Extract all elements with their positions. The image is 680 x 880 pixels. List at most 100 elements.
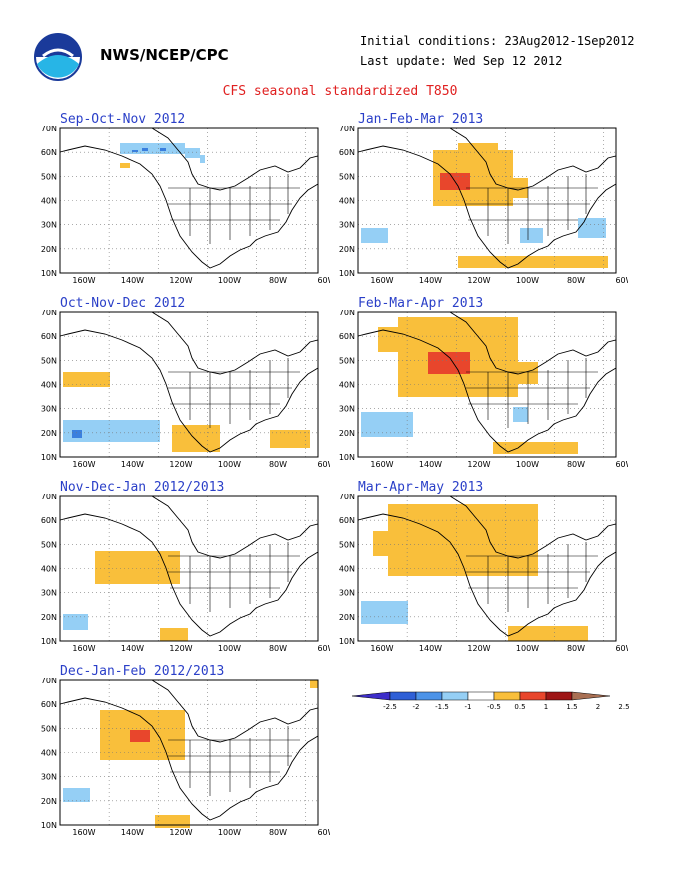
state-borders	[466, 542, 598, 612]
lon-label: 120W	[169, 828, 192, 837]
lon-label: 100W	[218, 644, 241, 653]
anomaly-cell	[361, 228, 388, 243]
lat-label: 10N	[41, 269, 57, 278]
state-borders	[466, 358, 598, 428]
panel-title: Mar-Apr-May 2013	[358, 480, 484, 495]
anomaly-cell	[63, 614, 88, 630]
lon-label: 160W	[72, 644, 95, 653]
lat-label: 70N	[41, 678, 57, 685]
panel-title: Sep-Oct-Nov 2012	[60, 112, 186, 127]
lat-label: 40N	[41, 749, 57, 758]
lat-label: 40N	[339, 565, 355, 574]
lon-label: 80W	[269, 828, 287, 837]
legend-label: -1	[465, 703, 472, 711]
legend-swatch	[415, 691, 443, 701]
lat-label: 70N	[339, 494, 355, 501]
anomaly-cell	[120, 143, 185, 154]
anomaly-cell	[388, 504, 538, 576]
panel-title: Dec-Jan-Feb 2012/2013	[60, 664, 225, 679]
lon-label: 100W	[516, 644, 539, 653]
lon-label: 60W	[317, 460, 330, 469]
lat-label: 10N	[339, 453, 355, 462]
panel-title: Oct-Nov-Dec 2012	[60, 296, 186, 311]
lon-label: 60W	[615, 460, 628, 469]
lat-label: 40N	[339, 197, 355, 206]
lon-label: 100W	[218, 828, 241, 837]
lat-label: 70N	[339, 310, 355, 317]
lat-label: 60N	[41, 516, 57, 525]
lon-label: 120W	[467, 276, 490, 285]
map-panel: 70N 60N 50N 40N 30N 20N 10N 160W 140W 120W 100W 80W…	[41, 494, 330, 653]
lat-label: 60N	[41, 700, 57, 709]
legend-swatch	[493, 691, 521, 701]
coastline	[59, 679, 319, 821]
lat-label: 60N	[339, 332, 355, 341]
anomaly-cell	[361, 412, 413, 437]
lat-label: 60N	[339, 516, 355, 525]
anomaly-cell	[120, 163, 130, 168]
lat-label: 60N	[41, 148, 57, 157]
lon-label: 100W	[218, 460, 241, 469]
legend-label: -1.5	[435, 703, 449, 711]
legend-label: -2.5	[383, 703, 397, 711]
lat-label: 40N	[41, 381, 57, 390]
anomaly-cell	[373, 531, 408, 556]
initial-conditions: Initial conditions: 23Aug2012-1Sep2012	[360, 34, 635, 48]
anomaly-cell	[63, 788, 90, 802]
lat-label: 10N	[41, 453, 57, 462]
lat-label: 50N	[41, 724, 57, 733]
lon-label: 140W	[121, 460, 144, 469]
lon-label: 160W	[72, 276, 95, 285]
anomaly-cell	[63, 372, 110, 387]
lon-label: 160W	[370, 276, 393, 285]
lon-label: 160W	[370, 644, 393, 653]
map-panel: 70N 60N 50N 40N 30N 20N 10N 160W 140W 120W 100W 80W…	[41, 310, 330, 469]
state-borders	[168, 358, 300, 428]
legend-swatch	[467, 691, 495, 701]
lat-label: 10N	[41, 821, 57, 830]
lat-label: 20N	[339, 429, 355, 438]
lon-label: 140W	[419, 460, 442, 469]
lon-label: 140W	[121, 276, 144, 285]
lat-label: 20N	[41, 245, 57, 254]
map-panel: 70N 60N 50N 40N 30N 20N 10N 160W 140W 120W 100W 80W…	[339, 310, 628, 469]
lon-label: 60W	[615, 644, 628, 653]
lon-label: 120W	[467, 460, 490, 469]
lon-label: 140W	[121, 828, 144, 837]
lat-label: 60N	[339, 148, 355, 157]
lat-label: 70N	[41, 126, 57, 133]
legend-label: 2	[596, 703, 600, 711]
legend-swatch	[519, 691, 547, 701]
anomaly-cell	[361, 601, 408, 624]
legend-swatch	[389, 691, 417, 701]
legend-swatch	[571, 691, 611, 701]
coastline	[59, 311, 319, 453]
page-title: CFS seasonal standardized T850	[222, 84, 458, 99]
anomaly-cell	[578, 218, 606, 238]
lon-label: 80W	[567, 460, 585, 469]
anomaly-cell	[270, 430, 310, 448]
map-panel: 70N 60N 50N 40N 30N 20N 10N 160W 140W 120W 100W 80W…	[41, 126, 330, 285]
anomaly-cell	[95, 551, 180, 584]
lon-label: 60W	[317, 644, 330, 653]
lon-label: 120W	[467, 644, 490, 653]
lon-label: 120W	[169, 276, 192, 285]
anomaly-cell	[132, 150, 138, 152]
lat-label: 50N	[41, 540, 57, 549]
legend-swatch	[545, 691, 573, 701]
legend-label: 1.5	[566, 703, 577, 711]
anomaly-cell	[520, 228, 543, 243]
lon-label: 80W	[567, 276, 585, 285]
lat-label: 20N	[41, 797, 57, 806]
anomaly-cell	[172, 425, 220, 452]
lat-label: 40N	[41, 565, 57, 574]
anomaly-cell	[310, 680, 318, 688]
panel-title: Feb-Mar-Apr 2013	[358, 296, 484, 311]
lat-label: 30N	[339, 589, 355, 598]
anomaly-cell	[155, 815, 190, 828]
coastline	[357, 311, 617, 453]
map-panel: 70N 60N 50N 40N 30N 20N 10N 160W 140W 120W 100W 80W…	[339, 494, 628, 653]
coastline	[357, 495, 617, 637]
lon-label: 160W	[370, 460, 393, 469]
lon-label: 140W	[419, 644, 442, 653]
